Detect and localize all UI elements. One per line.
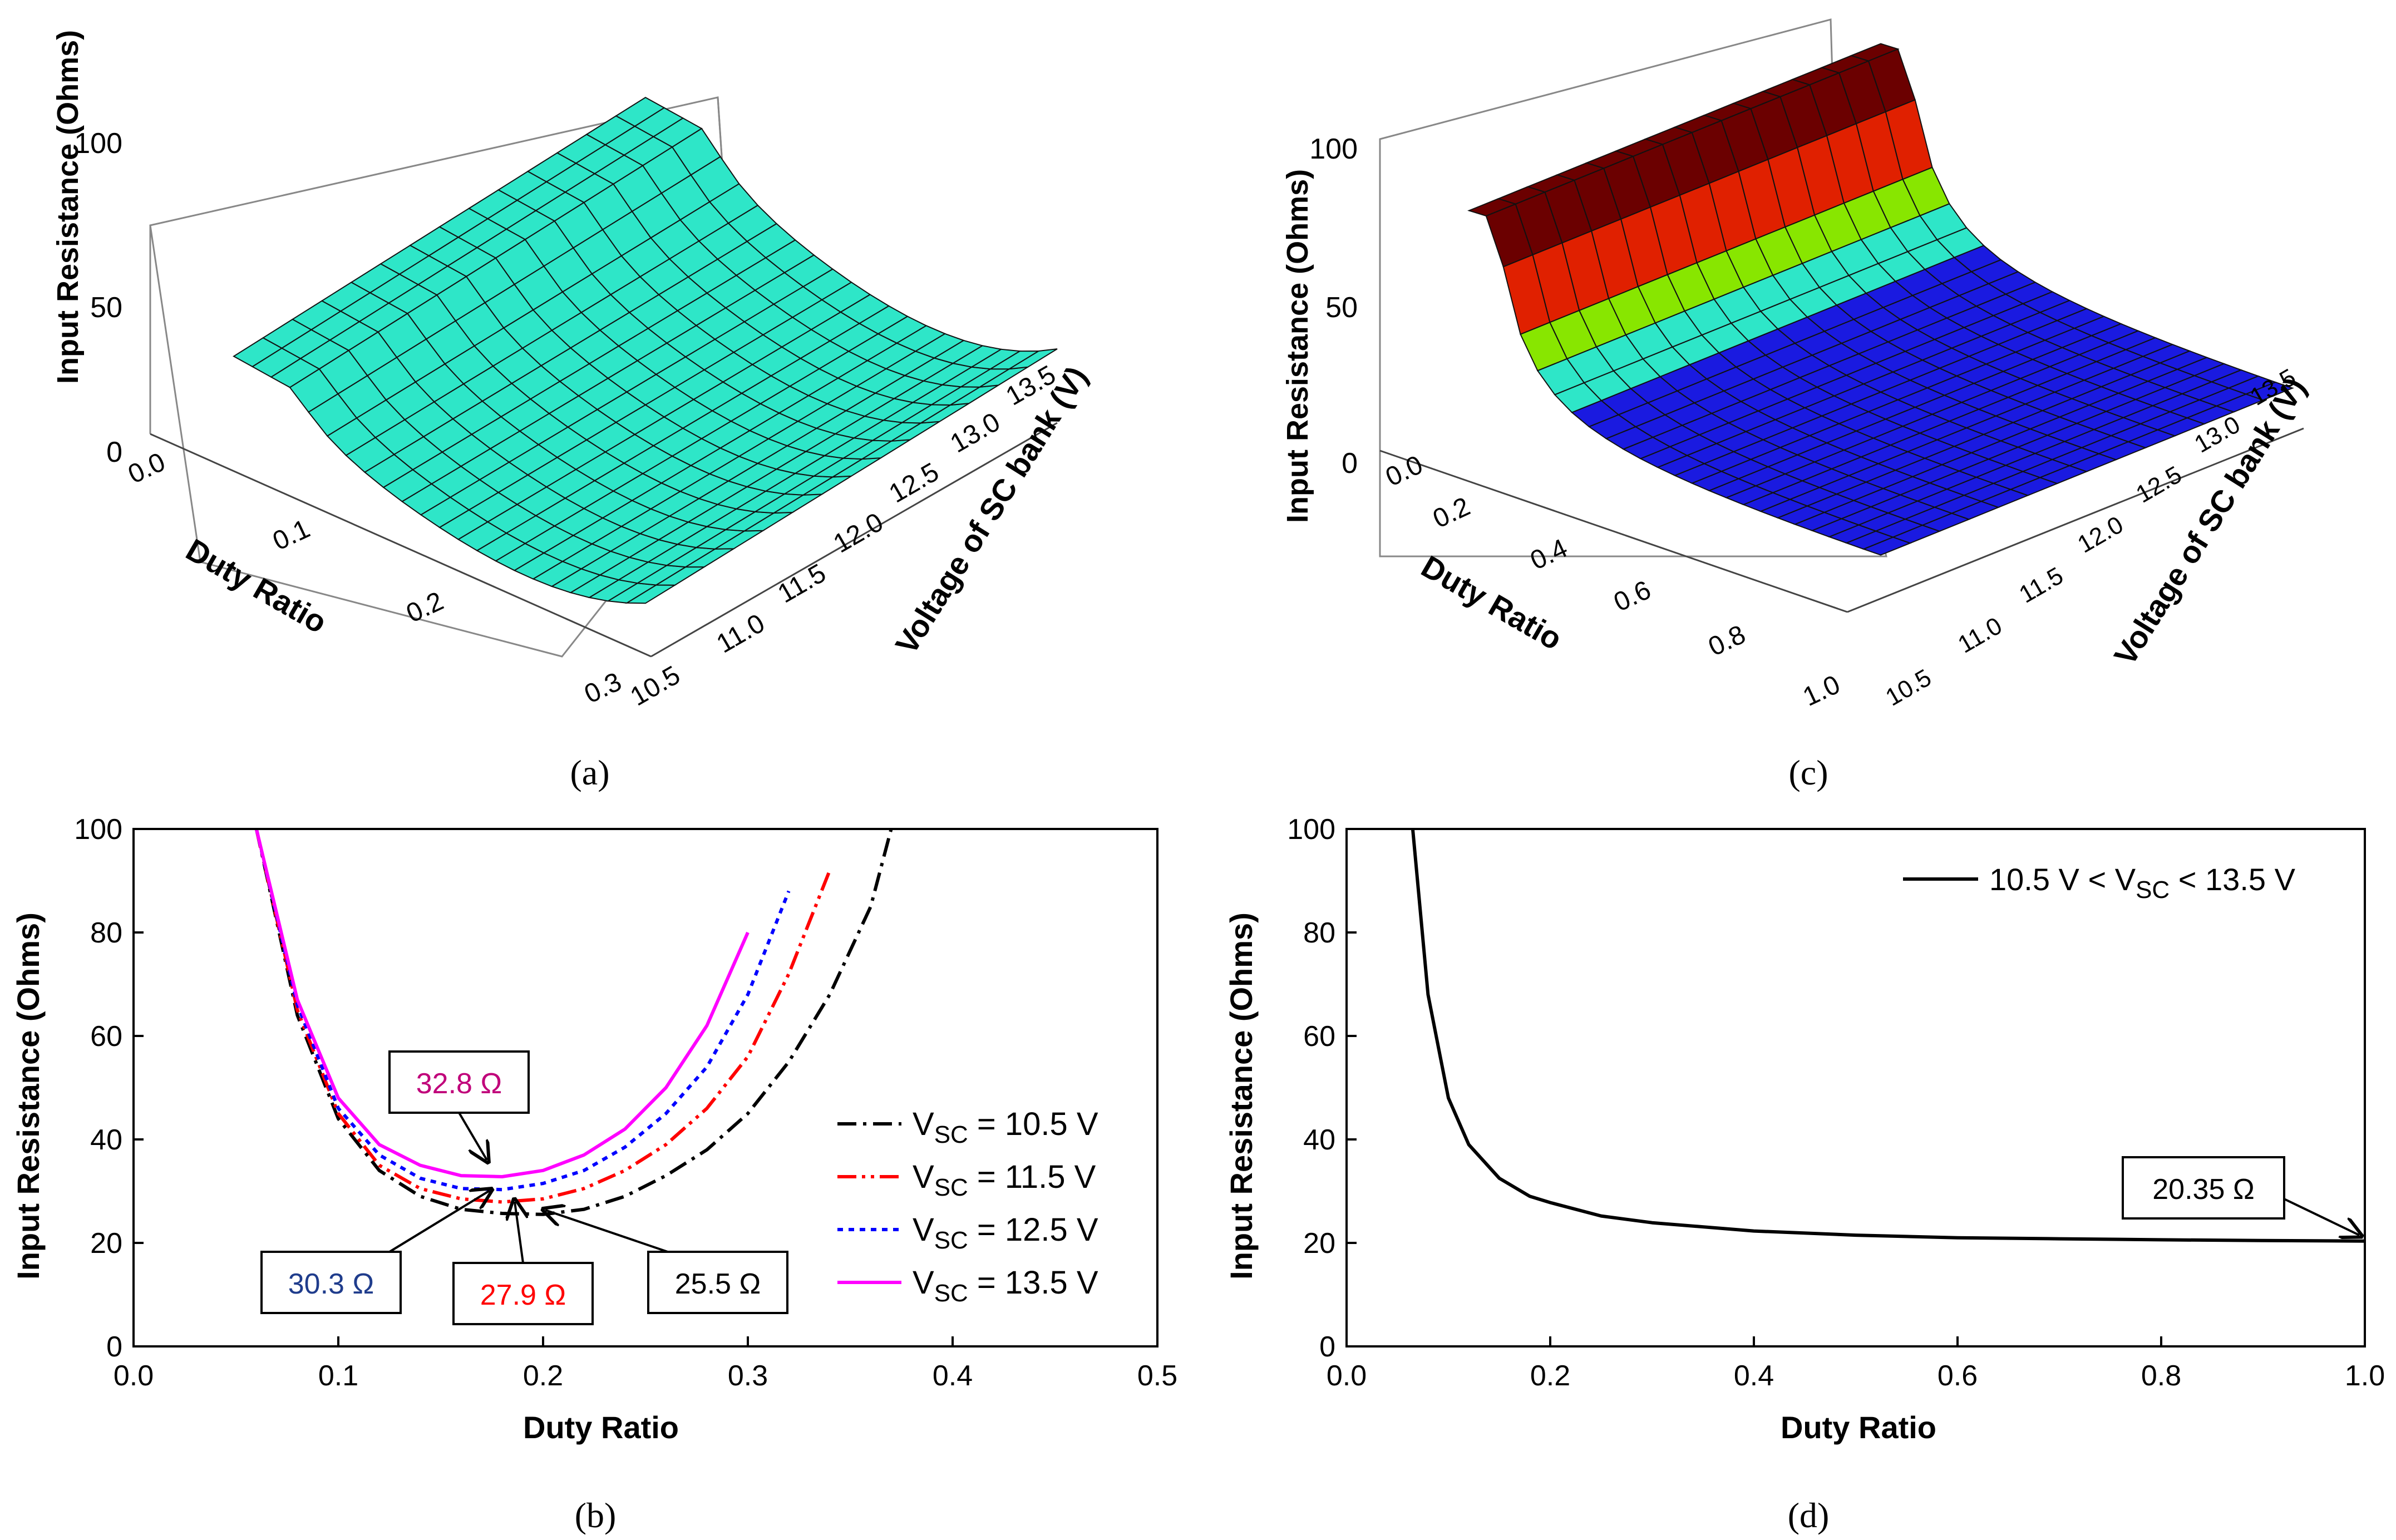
annotation-text-d-0: 20.35 Ω xyxy=(2152,1173,2254,1206)
y-tick-d-5: 100 xyxy=(1287,813,1335,846)
y-axis-c xyxy=(1847,427,2304,613)
x-tick-d-0: 0.0 xyxy=(1327,1360,1367,1392)
svg-text:VSC = 12.5 V: VSC = 12.5 V xyxy=(913,1212,1098,1254)
panel-label-d: (d) xyxy=(1788,1495,1830,1535)
legend-d: 10.5 V < VSC < 13.5 V xyxy=(1903,862,2296,904)
x-tick-d-1: 0.2 xyxy=(1530,1360,1570,1392)
legend-item-b-1: VSC = 11.5 V xyxy=(837,1159,1096,1201)
panel-label-a: (a) xyxy=(570,753,609,792)
series-line-2 xyxy=(254,828,791,1192)
y-tick-d-4: 80 xyxy=(1303,917,1335,949)
annotation-text-b-3: 25.5 Ω xyxy=(675,1268,761,1300)
legend-b: VSC = 10.5 V VSC = 11.5 V VSC = 12.5 V V… xyxy=(837,1106,1098,1307)
x-tick-d-4: 0.8 xyxy=(2141,1360,2181,1392)
y-tick-b-2: 40 xyxy=(90,1124,122,1156)
z-tick-a-0: 0 xyxy=(106,436,122,468)
legend-v-d-0: 10.5 V < V xyxy=(1989,862,2136,897)
annotation-b-0: 32.8 Ω xyxy=(388,1050,530,1160)
annotation-arrow-d-0 xyxy=(2284,1198,2359,1235)
svg-text:VSC = 10.5 V: VSC = 10.5 V xyxy=(913,1106,1098,1148)
y-tick-b-0: 0 xyxy=(106,1331,122,1363)
legend-item-b-2: VSC = 12.5 V xyxy=(837,1212,1098,1254)
legend-rest-d-0: < 13.5 V xyxy=(2170,862,2295,897)
surface-c xyxy=(1467,43,2294,556)
legend-rest-b-3: = 13.5 V xyxy=(968,1265,1098,1301)
legend-rest-b-2: = 12.5 V xyxy=(968,1212,1098,1248)
legend-v-b-1: V xyxy=(913,1159,934,1195)
legend-item-b-3: VSC = 13.5 V xyxy=(837,1265,1098,1307)
surface-cell xyxy=(615,96,665,127)
x-tick-b-0: 0.0 xyxy=(114,1360,154,1392)
legend-rest-b-1: = 11.5 V xyxy=(968,1159,1096,1195)
panel-label-c: (c) xyxy=(1788,753,1828,792)
y-label-b: Input Resistance (Ohms) xyxy=(11,912,46,1280)
y-tick-b-3: 60 xyxy=(90,1020,122,1053)
annotation-text-b-1: 30.3 Ω xyxy=(288,1268,374,1300)
z-label-c: Input Resistance (Ohms) xyxy=(1281,169,1314,523)
z-label-a: Input Resistance (Ohms) xyxy=(51,30,85,384)
x-label-d: Duty Ratio xyxy=(1781,1410,1936,1445)
annotation-arrow-b-0 xyxy=(458,1112,487,1160)
legend-sub-b-0: SC xyxy=(934,1121,968,1148)
svg-text:VSC = 11.5 V: VSC = 11.5 V xyxy=(913,1159,1096,1201)
z-tick-a-2: 100 xyxy=(74,127,122,160)
z-tick-a-1: 50 xyxy=(90,292,122,324)
x-tick-b-2: 0.2 xyxy=(523,1360,563,1392)
legend-item-b-0: VSC = 10.5 V xyxy=(837,1106,1098,1148)
series-line-1 xyxy=(254,828,831,1204)
x-axis-c xyxy=(1379,450,1848,613)
legend-sub-b-2: SC xyxy=(934,1227,968,1254)
x-tick-b-5: 0.5 xyxy=(1137,1360,1177,1392)
legend-sub-b-1: SC xyxy=(934,1174,968,1201)
x-tick-b-3: 0.3 xyxy=(728,1360,768,1392)
annotation-b-1: 30.3 Ω xyxy=(260,1191,490,1314)
x-axis-a xyxy=(150,433,652,658)
svg-text:VSC = 13.5 V: VSC = 13.5 V xyxy=(913,1265,1098,1307)
y-tick-d-2: 40 xyxy=(1303,1124,1335,1156)
y-label-d: Input Resistance (Ohms) xyxy=(1224,912,1259,1280)
annotation-arrow-b-1 xyxy=(388,1191,490,1253)
panel-b-linechart: 0.0 0.1 0.2 0.3 0.4 0.5 0 20 40 60 80 10… xyxy=(11,813,1177,1445)
annotation-arrow-b-3 xyxy=(545,1210,668,1253)
plot-frame-d xyxy=(1345,828,2366,1348)
legend-sub-b-3: SC xyxy=(934,1280,968,1307)
y-tick-b-1: 20 xyxy=(90,1227,122,1260)
x-tick-d-5: 1.0 xyxy=(2345,1360,2385,1392)
z-tick-c-1: 50 xyxy=(1325,292,1358,324)
annotation-text-b-0: 32.8 Ω xyxy=(416,1068,502,1100)
x-tick-d-3: 0.6 xyxy=(1937,1360,1978,1392)
series-line-0 xyxy=(254,828,893,1216)
svg-text:10.5 V < VSC < 13.5 V: 10.5 V < VSC < 13.5 V xyxy=(1989,862,2296,904)
x-tick-d-2: 0.4 xyxy=(1734,1360,1774,1392)
legend-v-b-3: V xyxy=(913,1265,934,1301)
legend-v-b-0: V xyxy=(913,1106,934,1142)
z-tick-c-0: 0 xyxy=(1342,447,1358,480)
x-label-b: Duty Ratio xyxy=(523,1410,679,1445)
series-line-3 xyxy=(254,828,750,1178)
y-axis-a xyxy=(650,422,1058,658)
surface-cell xyxy=(1850,43,1900,62)
annotation-d-0: 20.35 Ω xyxy=(2122,1156,2359,1235)
plot-frame-b xyxy=(132,828,1158,1348)
series-line-0 xyxy=(1411,828,2365,1243)
y-tick-b-4: 80 xyxy=(90,917,122,949)
annotation-arrow-b-2 xyxy=(515,1202,523,1263)
panel-label-b: (b) xyxy=(575,1495,617,1535)
legend-v-b-2: V xyxy=(913,1212,934,1248)
x-tick-b-1: 0.1 xyxy=(318,1360,358,1392)
annotation-b-3: 25.5 Ω xyxy=(545,1210,788,1314)
legend-rest-b-0: = 10.5 V xyxy=(968,1106,1098,1142)
x-tick-b-4: 0.4 xyxy=(933,1360,973,1392)
annotation-text-b-2: 27.9 Ω xyxy=(480,1279,566,1311)
y-tick-d-1: 20 xyxy=(1303,1227,1335,1260)
surface-a xyxy=(233,96,1058,604)
panel-d-linechart: 0.0 0.2 0.4 0.6 0.8 1.0 0 20 40 60 80 10… xyxy=(1224,813,2385,1445)
y-tick-b-5: 100 xyxy=(74,813,122,846)
y-tick-d-3: 60 xyxy=(1303,1020,1335,1053)
z-tick-c-2: 100 xyxy=(1309,133,1358,165)
y-tick-d-0: 0 xyxy=(1319,1331,1335,1363)
annotation-b-2: 27.9 Ω xyxy=(452,1202,594,1325)
legend-sub-d-0: SC xyxy=(2136,876,2170,904)
